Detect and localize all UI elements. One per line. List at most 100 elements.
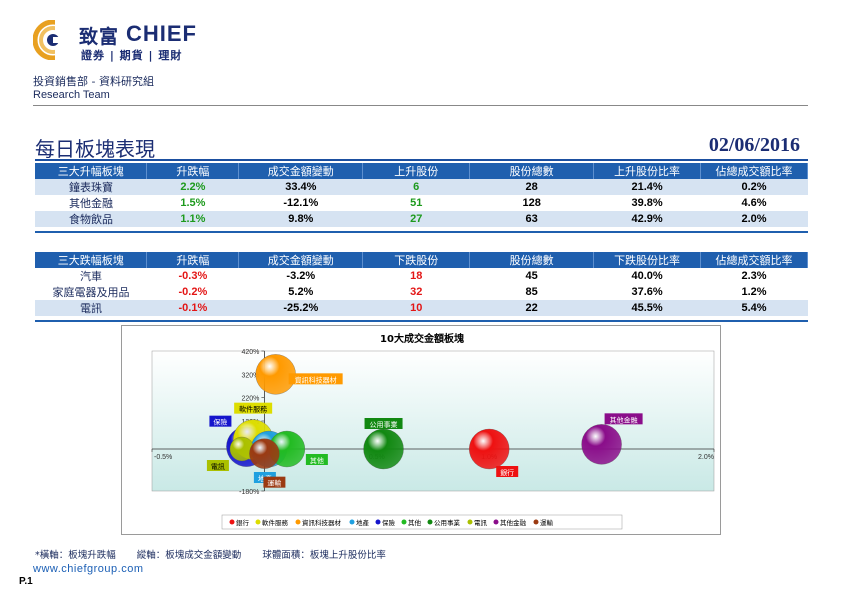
change-cell: 1.1% (146, 211, 239, 227)
total-count-cell: 63 (469, 211, 594, 227)
total-count-cell: 22 (469, 300, 594, 316)
bubble-0 (581, 424, 622, 465)
bubble-label: 軟件服務 (239, 405, 267, 414)
falling-count-cell: 10 (362, 300, 470, 316)
footnote-bubble-size: 球體面積：板塊上升股份比率 (262, 550, 386, 561)
legend-label: 公用事業 (434, 518, 461, 527)
column-header: 下跌股份比率 (593, 252, 702, 268)
chart-footnote: *橫軸：板塊升跌幅 縱軸：板塊成交金額變動 球體面積：板塊上升股份比率 (35, 547, 404, 561)
legend-marker (229, 519, 235, 525)
legend-marker (295, 519, 301, 525)
y-tick-label: -180% (239, 489, 259, 496)
website-link[interactable]: www.chiefgroup.com (33, 563, 144, 575)
rising-count-cell: 27 (362, 211, 470, 227)
header-divider (33, 105, 808, 106)
column-header: 升跌幅 (146, 252, 240, 268)
rising-ratio-cell: 21.4% (593, 179, 701, 195)
bubble-label-box (234, 402, 273, 414)
table-row: 汽車 -0.3% -3.2% 18 45 40.0% 2.3% (35, 268, 808, 284)
sector-name: 鐘表珠寶 (35, 179, 147, 195)
turnover-share-cell: 1.2% (741, 286, 767, 298)
turnover-change-cell: -25.2% (238, 300, 363, 316)
turnover-share-cell: 2.0% (700, 211, 808, 227)
legend-marker (255, 519, 261, 525)
sector-name: 電訊 (35, 300, 147, 316)
rising-count-cell: 6 (362, 179, 470, 195)
falling-ratio-cell: 40.0% (631, 270, 663, 282)
column-header: 股份總數 (469, 163, 595, 179)
bubble-label-box (263, 476, 286, 488)
legend-label: 運輸 (540, 518, 554, 527)
total-count-cell: 128 (522, 197, 541, 209)
column-header: 三大跌幅板塊 (35, 252, 148, 268)
page-number: P.1 (19, 576, 33, 587)
legend-label: 軟件服務 (262, 518, 289, 527)
legend-label: 銀行 (236, 518, 250, 527)
page-title: 每日板塊表現 (35, 137, 155, 161)
bubble-label: 資訊科技器材 (295, 375, 337, 384)
change-cell: 1.5% (180, 197, 206, 209)
turnover-change-cell: -12.1% (283, 197, 319, 209)
change-cell: -0.3% (178, 270, 208, 282)
bubble-label-box (209, 415, 232, 427)
table-row: 其他金融 1.5% -12.1% 51 128 39.8% 4.6% (35, 195, 808, 211)
legend-label: 保險 (382, 518, 396, 527)
bubble-label-box (305, 454, 328, 465)
bubble-label: 電訊 (211, 462, 225, 471)
team-label: Research Team (33, 89, 110, 101)
table-row: 鐘表珠寶 2.2% 33.4% 6 28 21.4% 0.2% (35, 179, 808, 195)
rising-count-cell: 51 (410, 197, 423, 209)
column-header: 升跌幅 (146, 163, 240, 179)
bubble-label-box (288, 373, 343, 385)
bubble-label: 運輸 (267, 479, 281, 488)
legend-marker (401, 519, 407, 525)
change-cell: -0.1% (146, 300, 239, 316)
bubble-chart: 10大成交金額板塊420%320%220%120%-180%-0.5%0.5%1… (121, 325, 721, 535)
bubble-label-box (496, 466, 519, 477)
turnover-change-cell: 33.4% (238, 179, 363, 195)
bubble-label: 其他金融 (610, 415, 638, 424)
logo-english-name: CHIEF (126, 21, 197, 46)
legend-label: 其他金融 (500, 518, 527, 527)
rising-ratio-cell: 39.8% (631, 197, 663, 209)
table-row: 家庭電器及用品 -0.2% 5.2% 32 85 37.6% 1.2% (35, 284, 808, 300)
bubble-2 (363, 428, 404, 470)
bubble-label: 公用事業 (370, 420, 398, 429)
y-tick-label: 320% (241, 372, 259, 379)
falling-count-cell: 18 (410, 270, 423, 282)
column-header: 上升股份比率 (593, 163, 702, 179)
legend-marker (427, 519, 433, 525)
bubble-9 (249, 438, 280, 469)
sector-name: 汽車 (79, 270, 102, 283)
legend-label: 其他 (408, 518, 422, 527)
turnover-change-cell: -3.2% (286, 270, 316, 282)
footnote-x-axis: *橫軸：板塊升跌幅 (35, 550, 116, 561)
column-header: 佔總成交額比率 (700, 252, 808, 268)
x-tick-label: 2.0% (698, 454, 714, 461)
turnover-share-cell: 0.2% (700, 179, 808, 195)
legend-marker (467, 519, 473, 525)
table-bottom-rule (35, 231, 808, 233)
legend-marker (533, 519, 539, 525)
legend-label: 地產 (356, 518, 370, 527)
column-header: 下跌股份 (362, 252, 471, 268)
legend-marker (375, 519, 381, 525)
title-divider (35, 159, 808, 161)
column-header: 佔總成交額比率 (700, 163, 808, 179)
turnover-change-cell: 5.2% (288, 286, 314, 298)
table-row: 食物飲品 1.1% 9.8% 27 63 42.9% 2.0% (35, 211, 808, 227)
legend-box (221, 514, 623, 530)
legend-marker (349, 519, 355, 525)
table-row: 電訊 -0.1% -25.2% 10 22 45.5% 5.4% (35, 300, 808, 316)
total-count-cell: 45 (525, 270, 538, 282)
falling-ratio-cell: 37.6% (631, 286, 663, 298)
y-tick-label: 220% (241, 396, 259, 403)
bubble-label: 其他 (310, 456, 324, 465)
bubble-1 (469, 428, 510, 470)
report-date: 02/06/2016 (708, 134, 800, 156)
logo-chinese-name: 致富 (79, 26, 120, 48)
column-header: 股份總數 (469, 252, 595, 268)
logo-subtitle: 證券 | 期貨 | 理財 (81, 49, 183, 62)
turnover-change-cell: 9.8% (238, 211, 363, 227)
table-header-row: 三大升幅板塊 升跌幅 成交金額變動 上升股份 股份總數 上升股份比率 佔總成交額… (35, 163, 808, 179)
